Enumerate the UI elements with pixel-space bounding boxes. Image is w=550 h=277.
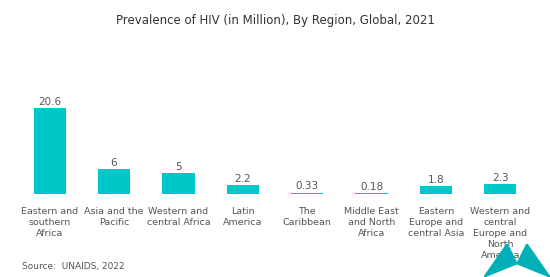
Text: 2.3: 2.3 (492, 173, 509, 183)
Text: Source:  UNAIDS, 2022: Source: UNAIDS, 2022 (22, 263, 125, 271)
Bar (34, 108, 66, 194)
Bar (162, 173, 195, 194)
Bar (420, 186, 452, 194)
Bar (484, 184, 516, 194)
Polygon shape (484, 244, 517, 277)
Text: 6: 6 (111, 158, 117, 168)
Text: 2.2: 2.2 (234, 174, 251, 184)
Bar (98, 169, 130, 194)
Bar (227, 185, 259, 194)
Text: 0.18: 0.18 (360, 182, 383, 192)
Bar (291, 193, 323, 194)
Text: 0.33: 0.33 (296, 181, 319, 191)
Polygon shape (517, 244, 550, 277)
Text: 5: 5 (175, 162, 182, 172)
Text: 20.6: 20.6 (38, 97, 61, 107)
Text: 1.8: 1.8 (428, 175, 444, 185)
Bar (355, 193, 388, 194)
Text: Prevalence of HIV (in Million), By Region, Global, 2021: Prevalence of HIV (in Million), By Regio… (116, 14, 435, 27)
